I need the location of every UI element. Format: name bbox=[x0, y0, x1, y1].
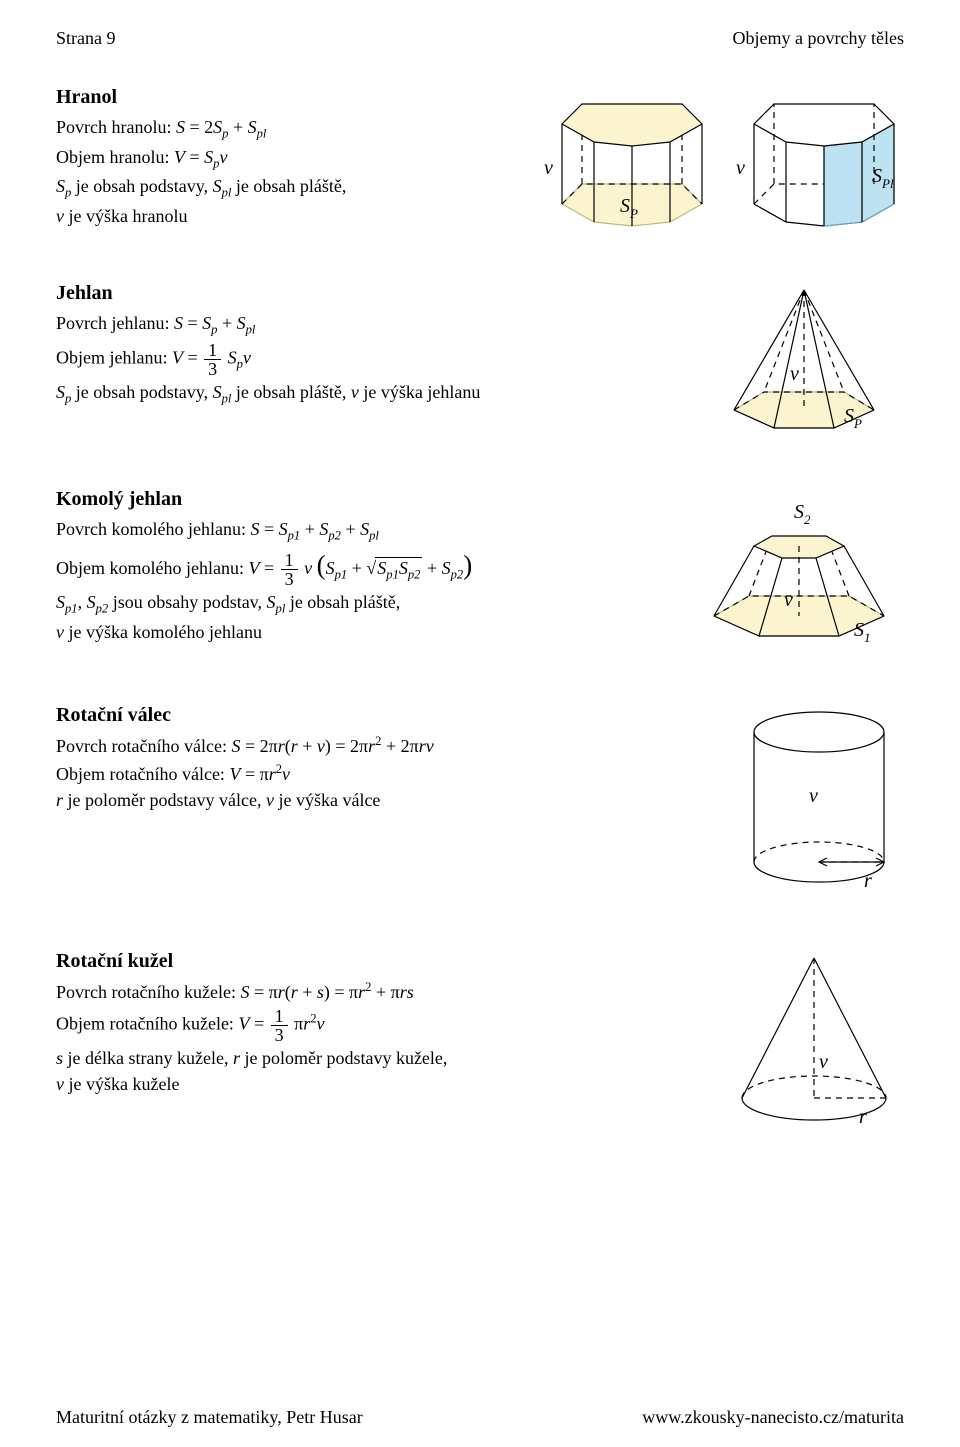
prism-lateral-face bbox=[824, 142, 862, 226]
footer-right: www.zkousky-nanecisto.cz/maturita bbox=[642, 1405, 904, 1429]
kuzel-desc1: s je délka strany kužele, r je poloměr p… bbox=[56, 1046, 700, 1070]
jehlan-surface: Povrch jehlanu: S = Sp + Spl bbox=[56, 311, 680, 339]
valec-desc: r je poloměr podstavy válce, v je výška … bbox=[56, 788, 710, 812]
hranol-desc2: v je výška hranolu bbox=[56, 204, 518, 228]
valec-volume: Objem rotačního válce: V = πr2v bbox=[56, 761, 710, 786]
pyramid-figure: v SP bbox=[704, 280, 904, 440]
kuzel-text: Rotační kužel Povrch rotačního kužele: S… bbox=[56, 948, 700, 1098]
prism-top bbox=[562, 104, 702, 146]
komoly-surface: Povrch komolého jehlanu: S = Sp1 + Sp2 +… bbox=[56, 517, 670, 545]
hranol-title: Hranol bbox=[56, 84, 518, 111]
prism1-v-label: v bbox=[544, 157, 553, 179]
footer-left: Maturitní otázky z matematiky, Petr Husa… bbox=[56, 1405, 363, 1429]
valec-title: Rotační válec bbox=[56, 702, 710, 729]
hranol-surface: Povrch hranolu: S = 2Sp + Spl bbox=[56, 115, 518, 143]
jehlan-desc: Sp je obsah podstavy, Spl je obsah plášt… bbox=[56, 380, 680, 408]
jehlan-title: Jehlan bbox=[56, 280, 680, 307]
cone-r-label: r bbox=[859, 1106, 867, 1128]
komoly-title: Komolý jehlan bbox=[56, 486, 670, 513]
cylinder-v-label: v bbox=[809, 785, 818, 807]
komoly-text: Komolý jehlan Povrch komolého jehlanu: S… bbox=[56, 486, 670, 646]
kuzel-volume: Objem rotačního kužele: V = 13 πr2v bbox=[56, 1007, 700, 1044]
section-hranol: Hranol Povrch hranolu: S = 2Sp + Spl Obj… bbox=[56, 84, 904, 234]
section-jehlan: Jehlan Povrch jehlanu: S = Sp + Spl Obje… bbox=[56, 280, 904, 440]
pyramid-v-label: v bbox=[790, 363, 799, 385]
valec-surface: Povrch rotačního válce: S = 2πr(r + v) =… bbox=[56, 733, 710, 758]
cone-v-label: v bbox=[819, 1051, 828, 1073]
header-right: Objemy a povrchy těles bbox=[733, 26, 904, 50]
frustum-figure: S2 v S1 bbox=[694, 486, 904, 656]
page-header: Strana 9 Objemy a povrchy těles bbox=[56, 26, 904, 50]
komoly-desc2: v je výška komolého jehlanu bbox=[56, 620, 670, 644]
frustum-v-label: v bbox=[784, 589, 793, 611]
jehlan-text: Jehlan Povrch jehlanu: S = Sp + Spl Obje… bbox=[56, 280, 680, 409]
kuzel-title: Rotační kužel bbox=[56, 948, 700, 975]
valec-text: Rotační válec Povrch rotačního válce: S … bbox=[56, 702, 710, 814]
cone-figure: v r bbox=[724, 948, 904, 1138]
komoly-volume: Objem komolého jehlanu: V = 13 v (Sp1 + … bbox=[56, 547, 670, 588]
jehlan-volume: Objem jehlanu: V = 13 Spv bbox=[56, 341, 680, 378]
prism-figure-cream: v SP bbox=[542, 84, 712, 234]
section-kuzel: Rotační kužel Povrch rotačního kužele: S… bbox=[56, 948, 904, 1138]
hranol-text: Hranol Povrch hranolu: S = 2Sp + Spl Obj… bbox=[56, 84, 518, 230]
section-valec: Rotační válec Povrch rotačního válce: S … bbox=[56, 702, 904, 902]
prism-figure-blue: v SPl bbox=[734, 84, 904, 234]
prism2-v-label: v bbox=[736, 157, 745, 179]
header-left: Strana 9 bbox=[56, 26, 115, 50]
kuzel-surface: Povrch rotačního kužele: S = πr(r + s) =… bbox=[56, 979, 700, 1004]
hranol-desc1: Sp je obsah podstavy, Spl je obsah plášt… bbox=[56, 174, 518, 202]
cylinder-r-label: r bbox=[864, 870, 872, 892]
cylinder-figure: v r bbox=[734, 702, 904, 902]
section-komoly: Komolý jehlan Povrch komolého jehlanu: S… bbox=[56, 486, 904, 656]
frustum-s2-label: S2 bbox=[794, 501, 811, 527]
kuzel-desc2: v je výška kužele bbox=[56, 1072, 700, 1096]
page-footer: Maturitní otázky z matematiky, Petr Husa… bbox=[56, 1405, 904, 1429]
komoly-desc1: Sp1, Sp2 jsou obsahy podstav, Spl je obs… bbox=[56, 590, 670, 618]
hranol-volume: Objem hranolu: V = Spv bbox=[56, 145, 518, 173]
page: Strana 9 Objemy a povrchy těles Hranol P… bbox=[0, 0, 960, 1447]
